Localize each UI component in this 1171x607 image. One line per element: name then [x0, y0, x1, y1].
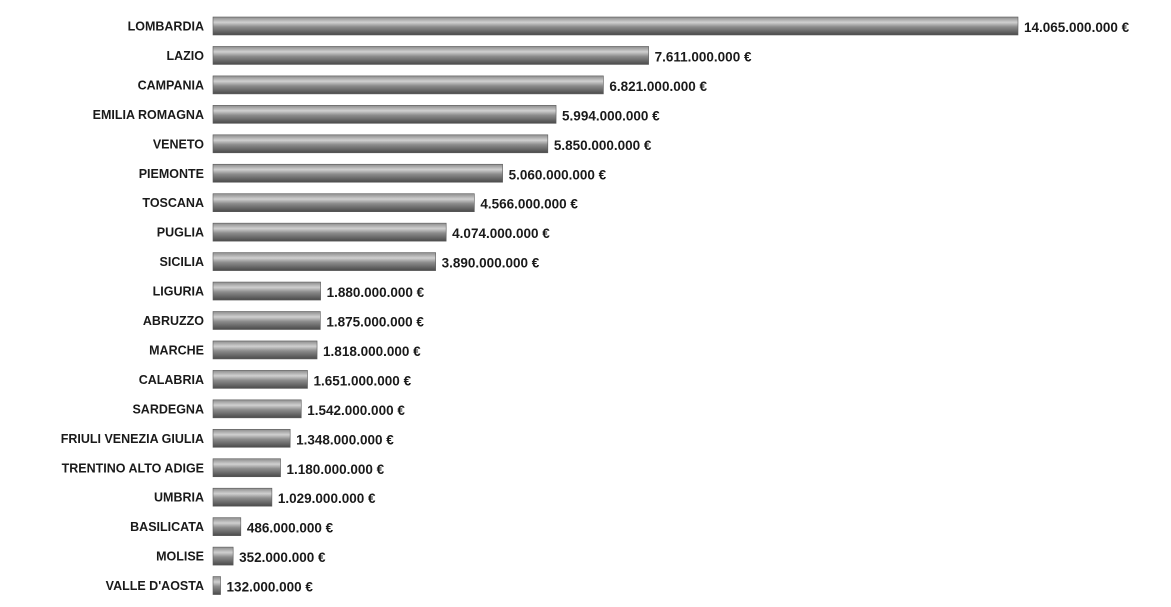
category-label: UMBRIA — [154, 491, 204, 505]
category-label: VALLE D'AOSTA — [106, 579, 204, 593]
data-label: 7.611.000.000 € — [655, 49, 752, 64]
bar — [212, 428, 291, 448]
data-label: 3.890.000.000 € — [442, 256, 540, 271]
data-label: 486.000.000 € — [247, 521, 334, 536]
data-label: 352.000.000 € — [239, 550, 326, 565]
data-label: 4.566.000.000 € — [480, 197, 578, 212]
bar — [212, 252, 436, 271]
category-label: FRIULI VENEZIA GIULIA — [61, 432, 204, 446]
bar — [212, 134, 549, 154]
bar — [212, 281, 321, 301]
category-label: LOMBARDIA — [128, 20, 204, 34]
data-label: 132.000.000 € — [227, 580, 314, 595]
category-label: SICILIA — [160, 255, 204, 269]
category-label: TRENTINO ALTO ADIGE — [62, 461, 204, 475]
bar — [212, 576, 221, 595]
category-label: VENETO — [153, 137, 204, 151]
bar — [212, 163, 503, 183]
category-label: LIGURIA — [153, 285, 204, 299]
bar — [212, 458, 281, 478]
data-label: 1.880.000.000 € — [327, 285, 425, 300]
category-label: TOSCANA — [142, 196, 204, 210]
data-label: 1.348.000.000 € — [296, 432, 394, 447]
data-label: 6.821.000.000 € — [609, 79, 707, 94]
bar — [212, 105, 557, 124]
bar — [212, 193, 475, 212]
category-label: MARCHE — [149, 343, 204, 357]
category-label: SARDEGNA — [132, 402, 204, 416]
category-label: MOLISE — [156, 550, 204, 564]
category-label: PIEMONTE — [139, 167, 204, 181]
bar — [212, 222, 447, 242]
category-label: EMILIA ROMAGNA — [93, 108, 204, 122]
data-label: 4.074.000.000 € — [452, 226, 550, 241]
data-label: 5.850.000.000 € — [554, 138, 652, 153]
bar — [212, 46, 649, 65]
bar — [212, 16, 1019, 36]
data-label: 1.029.000.000 € — [278, 491, 376, 506]
data-label: 1.180.000.000 € — [287, 462, 385, 477]
bar — [212, 340, 318, 360]
category-label: BASILICATA — [130, 520, 204, 534]
category-label: CAMPANIA — [138, 78, 204, 92]
bar — [212, 399, 302, 419]
category-label: PUGLIA — [157, 226, 204, 240]
data-label: 1.542.000.000 € — [307, 403, 405, 418]
bar — [212, 370, 308, 389]
bar — [212, 487, 273, 507]
data-label: 1.875.000.000 € — [326, 315, 424, 330]
data-label: 5.060.000.000 € — [509, 167, 607, 182]
data-label: 1.818.000.000 € — [323, 344, 421, 359]
bar — [212, 75, 604, 95]
data-label: 1.651.000.000 € — [313, 373, 411, 388]
bars — [212, 16, 1019, 595]
value-labels: 14.065.000.000 € 7.611.000.000 € 6.821.000… — [227, 20, 1130, 595]
data-label: 5.994.000.000 € — [562, 108, 660, 123]
data-label: 14.065.000.000 € — [1024, 20, 1130, 35]
category-label: LAZIO — [167, 49, 205, 63]
bar — [212, 546, 234, 566]
bar — [212, 311, 321, 330]
category-labels: LOMBARDIA LAZIO CAMPANIA EMILIA ROMAGNA VENE… — [61, 20, 205, 594]
category-label: ABRUZZO — [143, 314, 204, 328]
category-label: CALABRIA — [139, 373, 204, 387]
bar — [212, 517, 242, 536]
